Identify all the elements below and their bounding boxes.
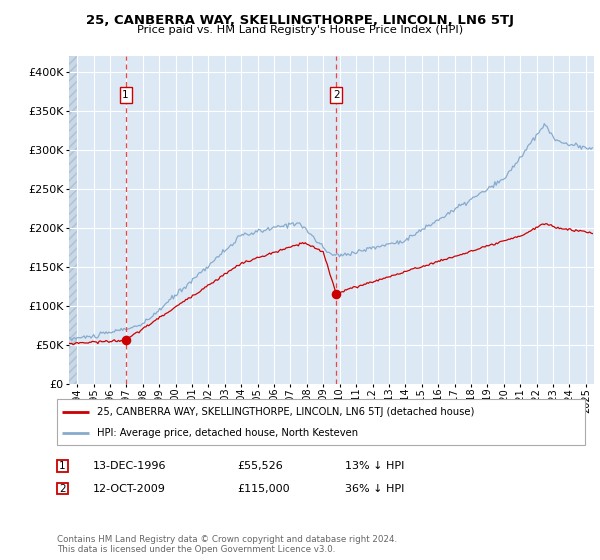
Bar (69, 56, 77, 384)
Text: Contains HM Land Registry data © Crown copyright and database right 2024.
This d: Contains HM Land Registry data © Crown c… (57, 535, 397, 554)
FancyBboxPatch shape (57, 483, 68, 494)
Text: £115,000: £115,000 (237, 484, 290, 494)
Text: 13% ↓ HPI: 13% ↓ HPI (345, 461, 404, 471)
Text: HPI: Average price, detached house, North Kesteven: HPI: Average price, detached house, Nort… (97, 428, 358, 438)
Text: 1: 1 (59, 461, 66, 471)
Text: 1: 1 (122, 90, 129, 100)
Text: 13-DEC-1996: 13-DEC-1996 (93, 461, 167, 471)
Text: 36% ↓ HPI: 36% ↓ HPI (345, 484, 404, 494)
Text: 12-OCT-2009: 12-OCT-2009 (93, 484, 166, 494)
Text: 25, CANBERRA WAY, SKELLINGTHORPE, LINCOLN, LN6 5TJ (detached house): 25, CANBERRA WAY, SKELLINGTHORPE, LINCOL… (97, 407, 474, 417)
Text: 2: 2 (333, 90, 340, 100)
Point (331, 290, 341, 298)
Point (121, 336, 130, 345)
Text: 2: 2 (59, 484, 66, 494)
FancyBboxPatch shape (57, 460, 68, 472)
Text: £55,526: £55,526 (237, 461, 283, 471)
Text: 25, CANBERRA WAY, SKELLINGTHORPE, LINCOLN, LN6 5TJ: 25, CANBERRA WAY, SKELLINGTHORPE, LINCOL… (86, 14, 514, 27)
Text: Price paid vs. HM Land Registry's House Price Index (HPI): Price paid vs. HM Land Registry's House … (137, 25, 463, 35)
